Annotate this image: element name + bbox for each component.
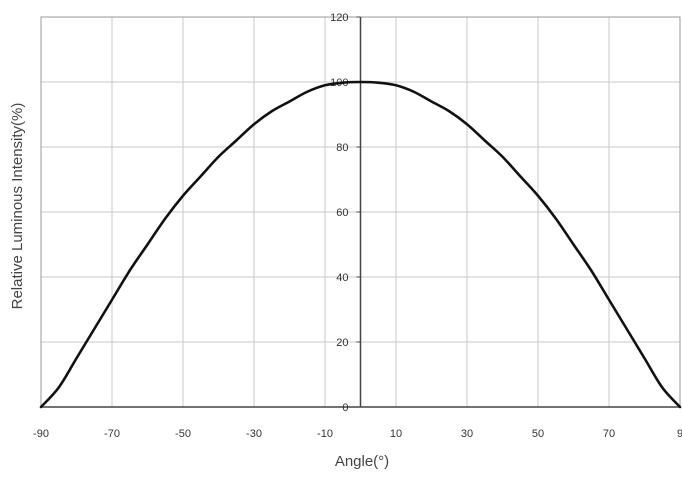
y-tick-label: 80 — [336, 142, 348, 154]
x-tick-label: 70 — [603, 428, 615, 440]
x-tick-label: -50 — [175, 428, 191, 440]
x-tick-label: 30 — [461, 428, 473, 440]
x-axis-title: Angle(°) — [335, 453, 389, 470]
intensity-curve — [39, 80, 682, 409]
y-tick-label: 40 — [336, 272, 348, 284]
y-tick-label: 60 — [336, 207, 348, 219]
x-tick-label: 50 — [532, 428, 544, 440]
y-tick-label: 20 — [336, 337, 348, 349]
y-tick-label: 0 — [342, 402, 348, 414]
y-tick-label: 120 — [330, 12, 348, 24]
x-tick-label: -70 — [104, 428, 120, 440]
x-tick-label: 9 — [677, 428, 682, 440]
x-tick-labels: -90 -70 -50 -30 -10 10 30 50 70 9 — [33, 428, 682, 440]
x-tick-label: 10 — [390, 428, 402, 440]
x-tick-label: -30 — [246, 428, 262, 440]
y-axis-title: Relative Luminous Intensity(%) — [9, 103, 26, 310]
x-tick-label: -90 — [33, 428, 49, 440]
x-tick-label: -10 — [317, 428, 333, 440]
series-layer — [39, 80, 682, 409]
